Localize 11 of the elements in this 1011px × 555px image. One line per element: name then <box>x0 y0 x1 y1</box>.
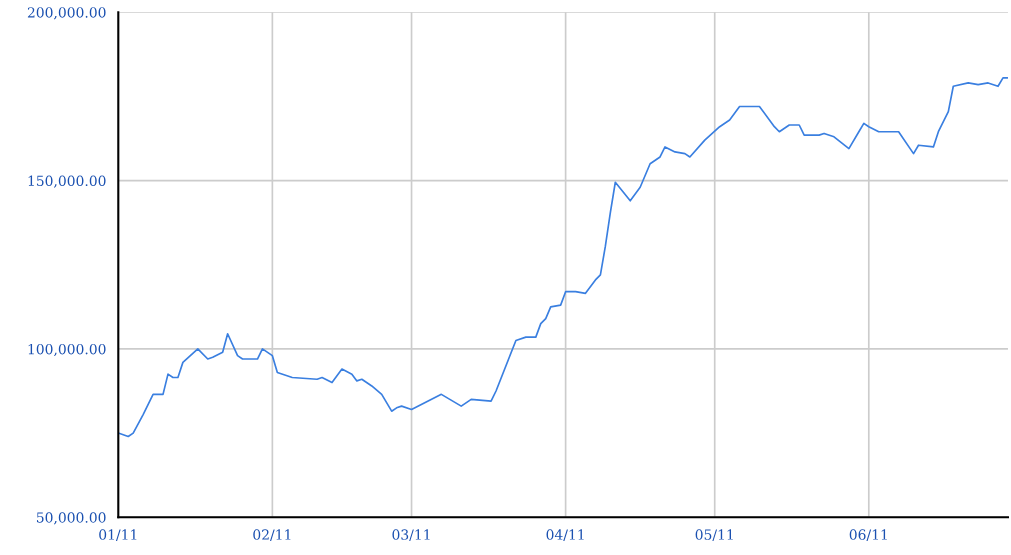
y-tick-label: 200,000.00 <box>27 7 106 20</box>
x-tick-label: 06/11 <box>849 529 887 541</box>
y-tick-label: 50,000.00 <box>36 512 106 525</box>
line-series <box>118 77 1008 438</box>
x-tick-label: 02/11 <box>253 529 291 541</box>
y-tick-label: 150,000.00 <box>28 175 106 188</box>
y-tick-label: 100,000.00 <box>28 343 106 357</box>
x-tick-label: 01/11 <box>99 529 137 541</box>
x-tick-label: 03/11 <box>392 529 430 541</box>
x-tick-label: 05/11 <box>695 529 733 541</box>
x-tick-label: 04/11 <box>546 529 584 541</box>
